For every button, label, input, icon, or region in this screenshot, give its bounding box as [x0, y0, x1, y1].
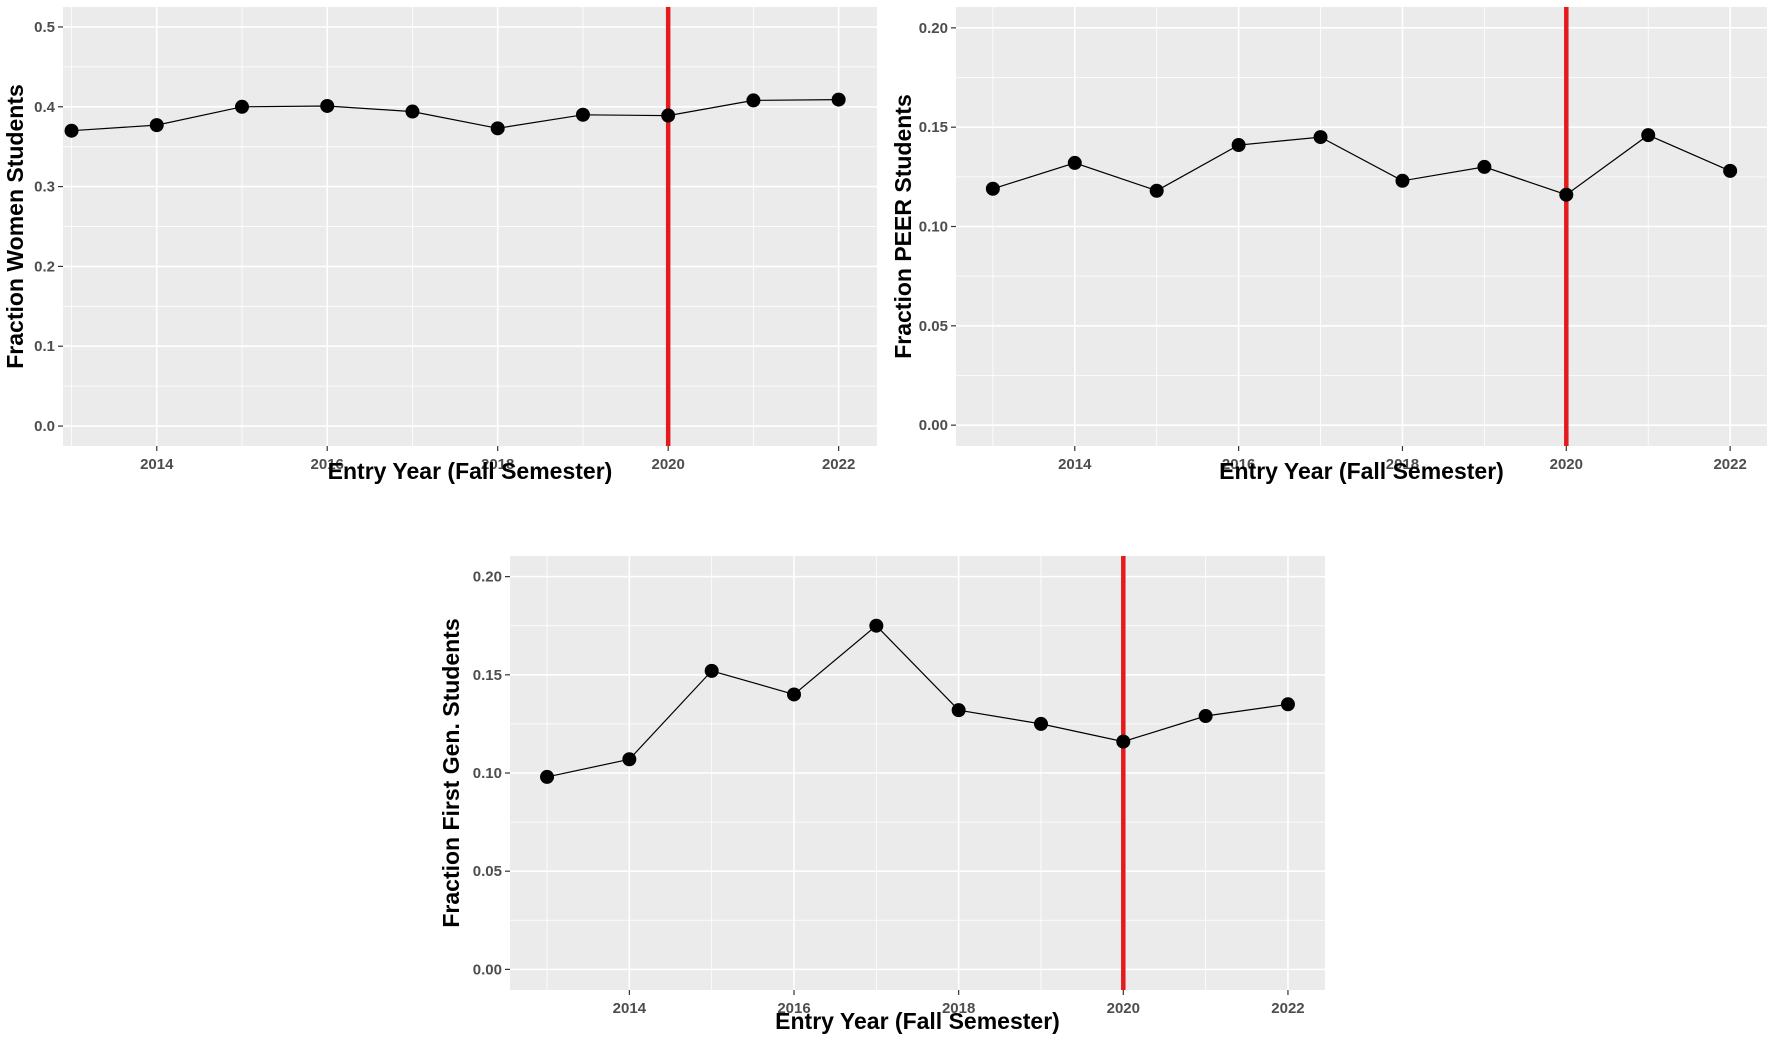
- data-point-2016: [320, 98, 335, 113]
- y-axis-title: Fraction Women Students: [2, 84, 28, 369]
- women-students-chart: 0.0 0.1 0.2 0.3 0.4 0.5 2014 2016 2018 2020 2022 En…: [2, 7, 877, 484]
- data-point-2021: [1641, 128, 1656, 143]
- data-point-2017: [405, 104, 420, 119]
- y-tick-label: 0.10: [919, 219, 948, 236]
- y-tick-label: 0.15: [919, 119, 948, 136]
- data-point-2015: [234, 99, 249, 114]
- x-axis-title: Entry Year (Fall Semester): [328, 458, 613, 484]
- x-tick-label: 2014: [1058, 456, 1092, 473]
- x-axis-title: Entry Year (Fall Semester): [775, 1008, 1060, 1034]
- y-tick-label: 0.05: [473, 863, 502, 880]
- y-tick-label: 0.1: [34, 338, 55, 355]
- data-point-2017: [1313, 130, 1328, 145]
- x-tick-label: 2014: [140, 456, 174, 473]
- y-tick-label: 0.00: [919, 417, 948, 434]
- data-point-2015: [1149, 183, 1164, 198]
- first-gen-students-chart: 0.00 0.05 0.10 0.15 0.20 2014 2016 2018 2020 2022…: [438, 556, 1325, 1034]
- y-axis-title: Fraction First Gen. Students: [438, 618, 464, 927]
- y-tick-label: 0.10: [473, 765, 502, 782]
- data-point-2018: [1395, 173, 1410, 188]
- data-point-2017: [869, 618, 884, 633]
- data-point-2022: [1723, 163, 1738, 178]
- x-tick-label: 2020: [651, 456, 684, 473]
- data-point-2018: [490, 121, 505, 136]
- x-tick-label: 2022: [1713, 456, 1746, 473]
- data-point-2020: [1116, 734, 1131, 749]
- peer-students-chart: 0.00 0.05 0.10 0.15 0.20 2014 2016 2018 2020 2022…: [890, 7, 1767, 484]
- data-point-2016: [787, 687, 802, 702]
- y-tick-label: 0.5: [34, 19, 55, 36]
- y-tick-label: 0.4: [34, 99, 56, 116]
- x-tick-label: 2020: [1107, 1000, 1140, 1017]
- x-tick-label: 2020: [1550, 456, 1583, 473]
- data-point-2021: [1198, 709, 1213, 724]
- x-tick-label: 2018: [942, 1000, 975, 1017]
- y-tick-label: 0.2: [34, 258, 55, 275]
- y-tick-label: 0.20: [919, 20, 948, 37]
- x-tick-label: 2016: [1222, 456, 1255, 473]
- series-line: [992, 134, 1731, 196]
- x-tick-label: 2016: [311, 456, 344, 473]
- y-tick-label: 0.00: [473, 961, 502, 978]
- data-point-2013: [64, 123, 79, 138]
- x-axis-title: Entry Year (Fall Semester): [1219, 458, 1504, 484]
- data-point-2019: [1033, 716, 1048, 731]
- y-axis-title: Fraction PEER Students: [890, 94, 916, 359]
- y-tick-label: 0.20: [473, 569, 502, 586]
- series-line: [546, 624, 1289, 778]
- x-tick-label: 2018: [1386, 456, 1419, 473]
- y-tick-label: 0.15: [473, 667, 502, 684]
- data-point-2016: [1231, 138, 1246, 153]
- data-point-2020: [1559, 187, 1574, 202]
- data-point-2022: [1280, 697, 1295, 712]
- data-point-2015: [704, 663, 719, 678]
- data-point-2014: [149, 118, 164, 133]
- series-line: [71, 99, 839, 132]
- x-tick-label: 2022: [1271, 1000, 1304, 1017]
- x-tick-label: 2014: [613, 1000, 647, 1017]
- x-tick-label: 2018: [481, 456, 514, 473]
- data-point-2019: [575, 107, 590, 122]
- y-tick-label: 0.05: [919, 318, 948, 335]
- y-tick-label: 0.3: [34, 179, 55, 196]
- data-point-2014: [622, 752, 637, 767]
- data-point-2019: [1477, 159, 1492, 174]
- x-tick-label: 2022: [822, 456, 855, 473]
- data-point-2014: [1067, 155, 1082, 170]
- data-point-2021: [746, 93, 761, 108]
- data-point-2013: [985, 181, 1000, 196]
- data-point-2018: [951, 703, 966, 718]
- x-tick-label: 2016: [777, 1000, 810, 1017]
- data-point-2020: [661, 108, 676, 123]
- data-point-2013: [540, 769, 555, 784]
- y-tick-label: 0.0: [34, 418, 55, 435]
- data-point-2022: [831, 92, 846, 107]
